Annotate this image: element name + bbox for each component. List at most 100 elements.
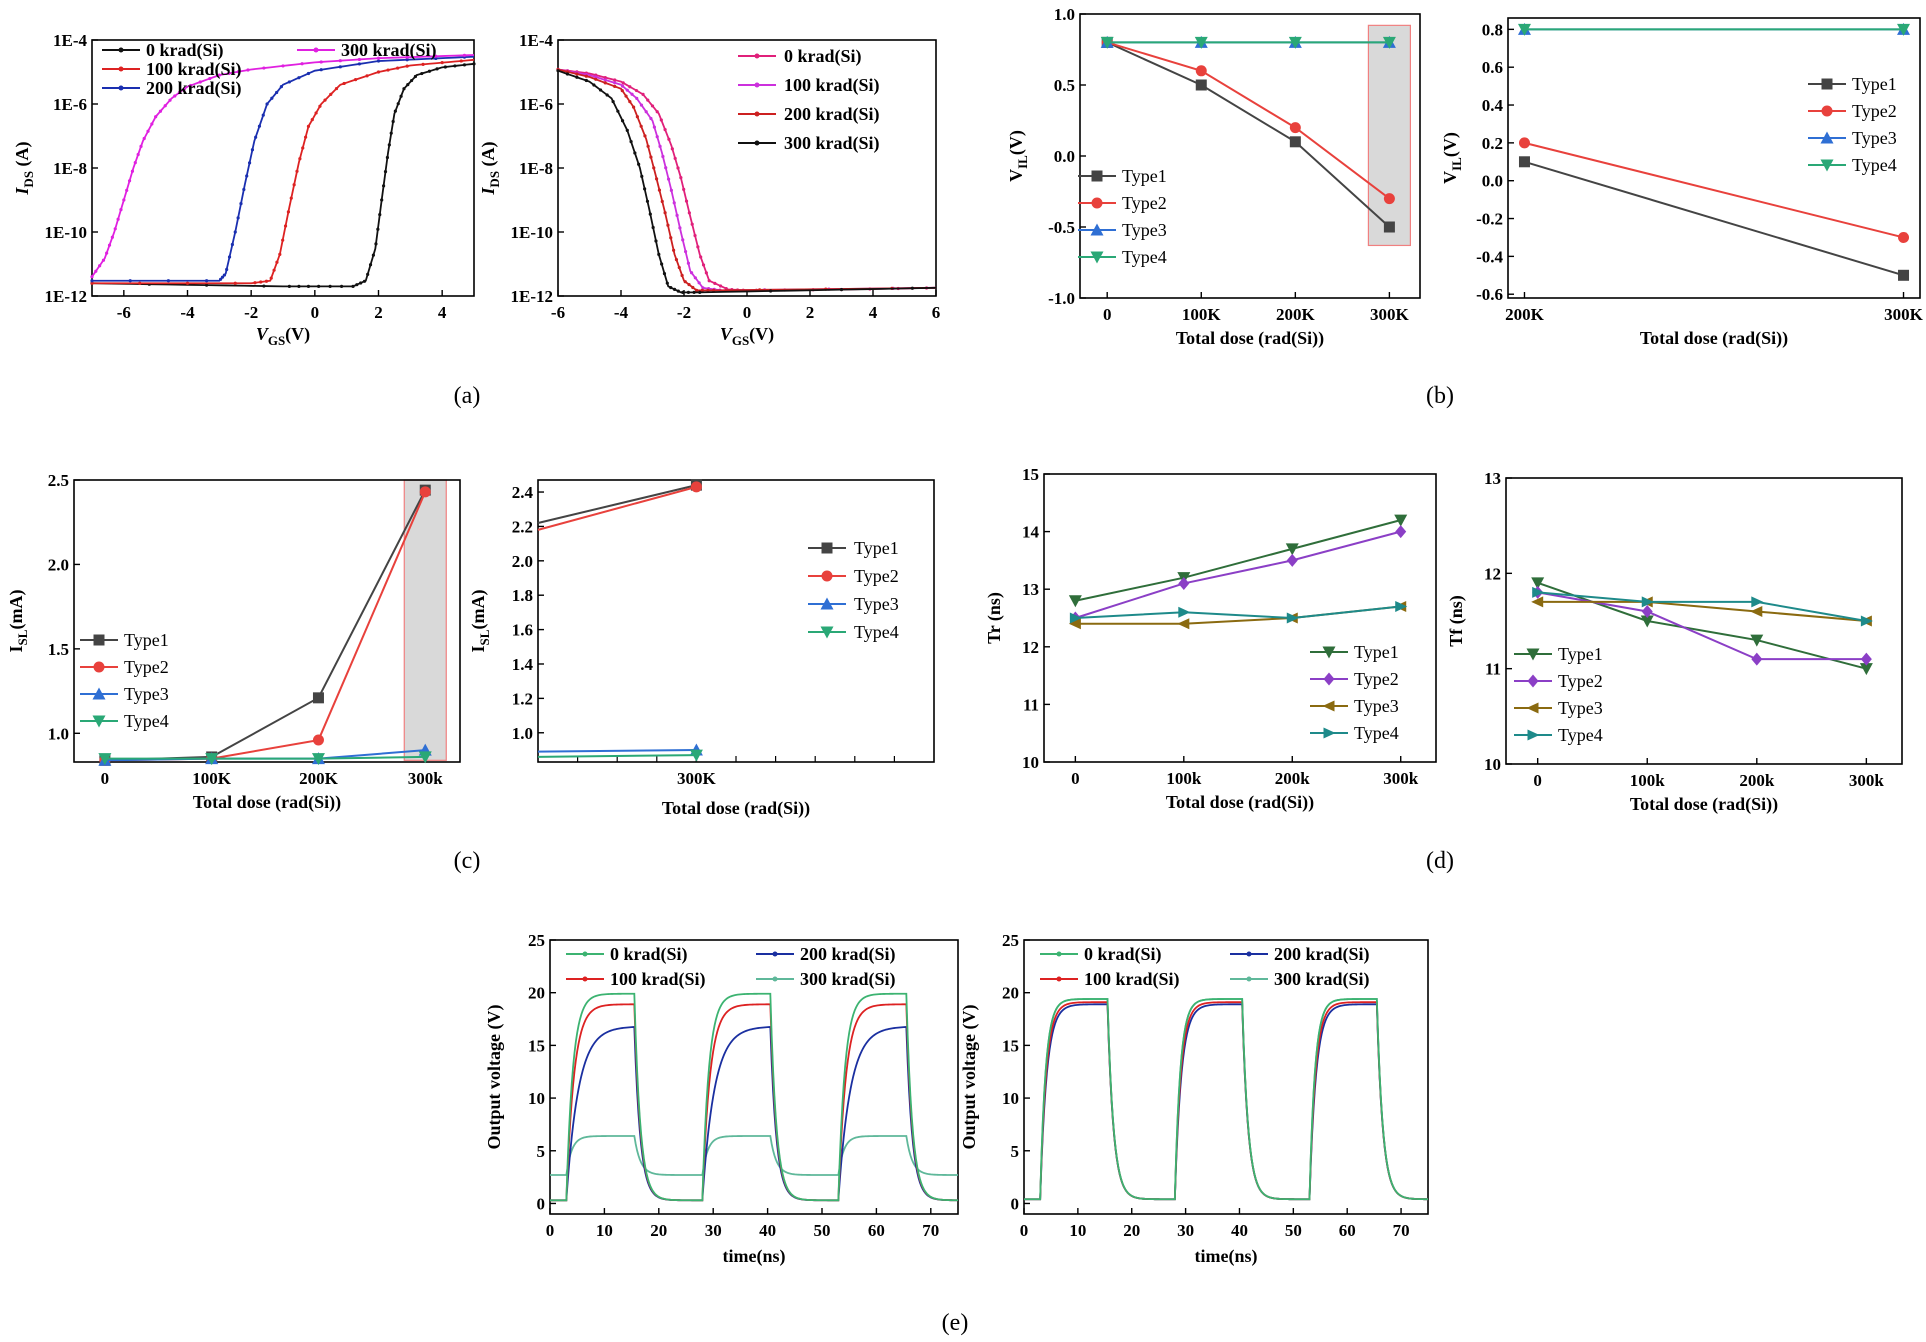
data-point [652, 125, 656, 129]
data-point [312, 734, 324, 746]
data-point [674, 258, 679, 262]
data-point [616, 109, 620, 113]
data-point [654, 177, 659, 181]
x-tick-label: 60 [1339, 1221, 1356, 1240]
y-tick-label: 0.8 [1482, 20, 1503, 39]
data-point [270, 96, 274, 100]
data-point [664, 166, 668, 170]
data-point [634, 88, 639, 93]
data-point [1860, 615, 1873, 627]
data-point [1898, 269, 1910, 281]
y-tick-label: 0 [537, 1194, 546, 1213]
data-point [90, 279, 94, 283]
data-point [378, 213, 382, 217]
data-point [127, 179, 132, 183]
data-point [695, 288, 699, 292]
data-point [651, 225, 655, 230]
y-tick-label: 0.4 [1482, 96, 1504, 115]
legend-label-0: 0 krad(Si) [784, 46, 862, 67]
legend-sample-2-marker [1090, 223, 1104, 236]
y-tick-label: 1.8 [512, 586, 533, 605]
x-axis-label: time(ns) [1195, 1246, 1258, 1267]
data-point [693, 276, 697, 280]
data-point [318, 104, 322, 108]
data-point [306, 71, 311, 76]
data-point [405, 64, 409, 68]
data-point [133, 160, 137, 165]
legend-sample-3-marker [1090, 251, 1104, 264]
legend-label-0: Type1 [854, 538, 899, 558]
plot-frame [1505, 477, 1903, 765]
data-point [297, 284, 301, 288]
y-tick-label: 1E-10 [511, 223, 554, 242]
series-line-1 [557, 68, 937, 292]
data-point [1898, 231, 1910, 243]
legend-sample-0-marker [754, 53, 760, 59]
data-point [163, 104, 167, 108]
legend-label-2: 200 krad(Si) [1274, 944, 1370, 965]
series-line-0 [557, 68, 937, 292]
data-point [272, 268, 276, 272]
y-axis-label-tail: (A) [12, 141, 33, 171]
legend-sample-1-marker [1821, 105, 1833, 117]
y-tick-label: 10 [1484, 755, 1501, 774]
data-point [90, 281, 94, 285]
data-point [839, 288, 844, 292]
x-axis-label: VGS(V) [256, 324, 310, 348]
data-point [440, 61, 444, 65]
legend-sample-2-marker [820, 597, 834, 610]
data-point [185, 281, 190, 285]
data-point [434, 54, 438, 58]
data-point [1289, 136, 1301, 148]
data-point [625, 128, 629, 132]
plot-frame [1507, 17, 1921, 299]
data-point [383, 170, 388, 174]
legend-sample-2-marker [772, 951, 778, 957]
data-point [620, 119, 625, 123]
x-axis-label-main: V [256, 324, 270, 344]
data-point [670, 147, 674, 151]
data-point [177, 90, 182, 95]
y-tick-label: 1.6 [512, 621, 533, 640]
data-point [323, 98, 327, 102]
data-point [227, 71, 231, 76]
y-tick-label: -0.4 [1476, 247, 1503, 266]
data-point [365, 74, 369, 78]
data-point [281, 64, 285, 68]
y-axis-label: IDS (A) [478, 141, 502, 195]
x-tick-label: 100k [1166, 769, 1202, 788]
series-line-2 [537, 748, 697, 753]
y-tick-label: 0.0 [1482, 172, 1503, 191]
data-point [1285, 543, 1299, 556]
data-point [421, 62, 425, 66]
y-tick-label: 1.2 [512, 689, 533, 708]
legend-sample-2-marker [1322, 700, 1335, 712]
y-axis-label: Output voltage (V) [484, 1005, 505, 1150]
legend-sample-3-marker [313, 47, 319, 53]
data-point [1195, 79, 1207, 91]
data-point [683, 280, 687, 284]
x-tick-label: 6 [932, 303, 941, 322]
legend-sample-1-marker [821, 570, 833, 582]
data-point [146, 129, 150, 133]
data-point [660, 262, 664, 266]
x-axis-label-tail: (V) [285, 324, 310, 345]
data-point [139, 144, 143, 148]
y-tick-label: 12 [1484, 564, 1501, 583]
x-tick-label: 60 [868, 1221, 885, 1240]
data-point [683, 249, 688, 254]
data-point [677, 265, 681, 270]
data-point [646, 144, 650, 148]
data-point [603, 75, 607, 80]
data-point [107, 243, 112, 247]
data-point [598, 88, 603, 92]
data-point [1750, 634, 1764, 647]
x-tick-label: 300k [1383, 769, 1419, 788]
data-point [310, 118, 314, 122]
y-tick-label: 10 [1022, 753, 1039, 772]
data-point [371, 253, 376, 257]
x-tick-label: 0 [546, 1221, 555, 1240]
series-line-1 [1024, 1001, 1429, 1201]
x-tick-label: 4 [869, 303, 878, 322]
